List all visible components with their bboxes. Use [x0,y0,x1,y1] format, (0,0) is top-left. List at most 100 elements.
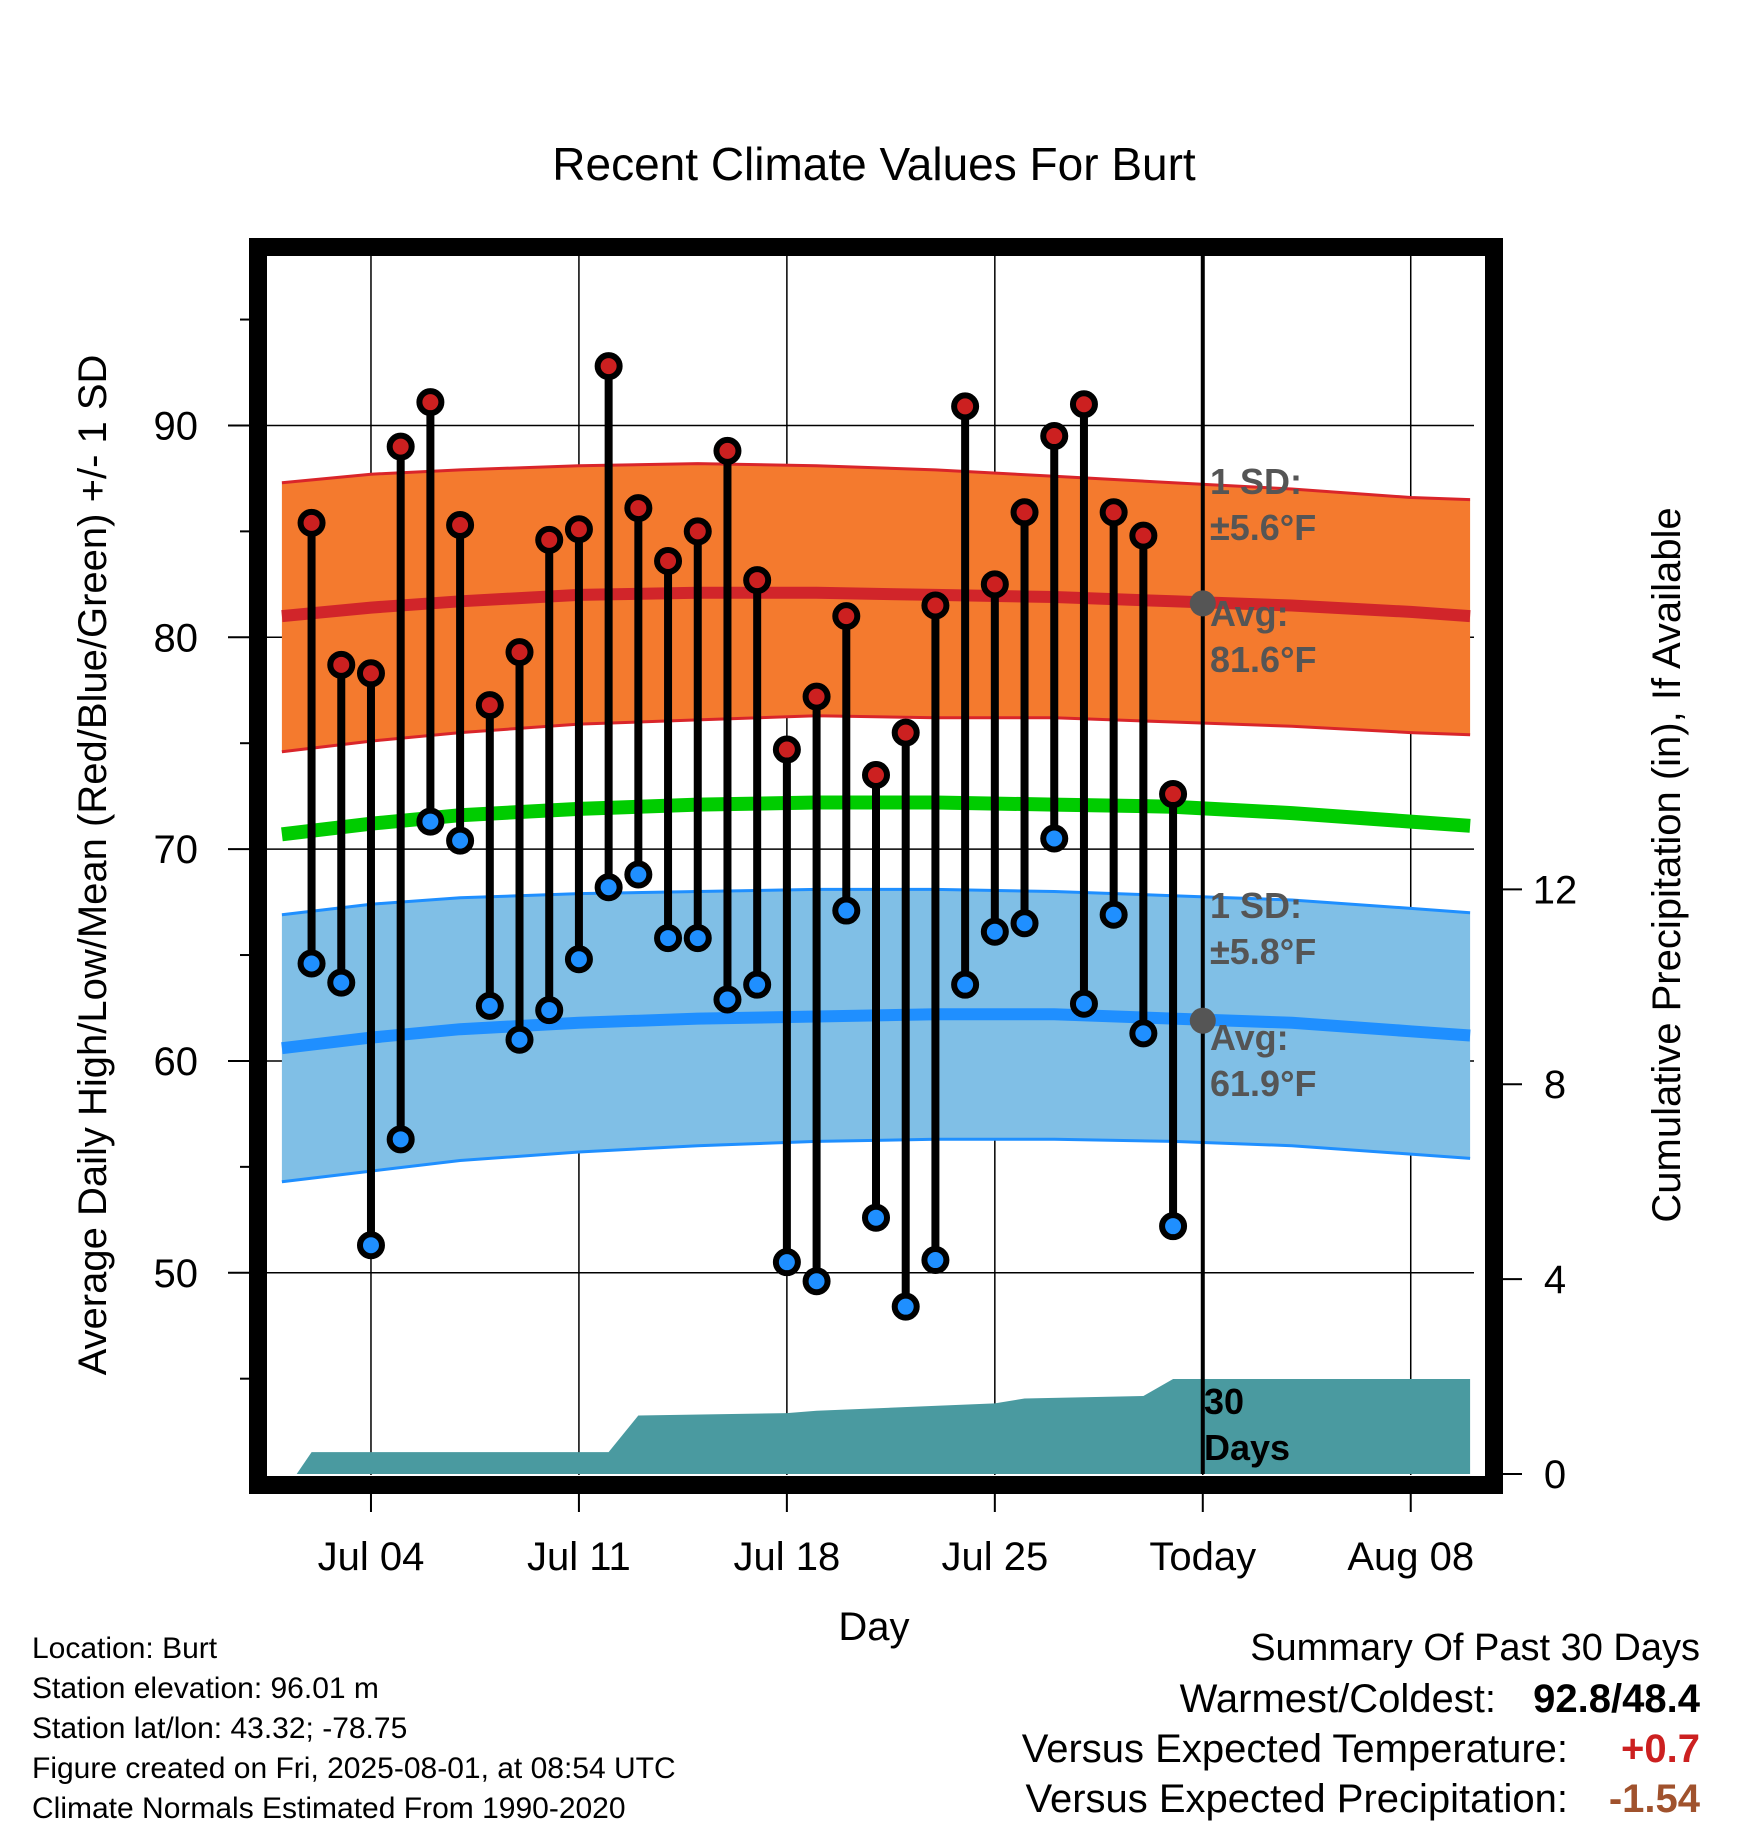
x-tick-label: Today [1149,1535,1256,1579]
observed-values [297,352,1188,1321]
low-point [356,1231,385,1260]
days-line2: Days [1204,1427,1290,1468]
summary-panel: Summary Of Past 30 Days Warmest/Coldest:… [1022,1627,1701,1821]
high-point [386,432,415,461]
low-point [654,924,683,953]
low-point [386,1125,415,1154]
high-point [475,691,504,720]
x-tick-label: Jul 18 [734,1535,841,1579]
y-axis-label: Average Daily High/Low/Mean (Red/Blue/Gr… [71,355,115,1376]
high-avg-marker [1189,590,1216,617]
high-point [951,392,980,421]
high-point [802,682,831,711]
x-tick-label: Jul 04 [318,1535,425,1579]
high-annotations: 1 SD: ±5.6°F Avg: 81.6°F [1210,461,1316,680]
low-point [1099,900,1128,929]
high-point [862,760,890,789]
high-point [891,718,920,747]
high-point [624,494,653,523]
low-point [1040,824,1069,853]
low-annotations: 1 SD: ±5.8°F Avg: 61.9°F [1210,885,1316,1104]
high-point [832,602,861,631]
low-point [446,826,475,855]
temp-vs-expected-label: Versus Expected Temperature: [1022,1727,1568,1771]
days-annotation: 30 Days [1204,1381,1290,1468]
today-line [1189,256,1216,1474]
low-point [594,873,623,902]
y-tick-label: 70 [154,828,199,872]
high-point [1040,422,1069,451]
plot-frame [249,238,1503,1494]
high-point [1010,498,1039,527]
y-tick-label: 60 [154,1040,199,1084]
plot-area [264,245,1474,1475]
low-avg-marker [1189,1007,1216,1034]
high-point [505,638,534,667]
high-point [921,591,950,620]
x-tick-label: Aug 08 [1347,1535,1474,1579]
high-point [1159,780,1188,809]
low-point [1129,1019,1158,1048]
high-point [743,566,772,595]
info-latlon: Station lat/lon: 43.32; -78.75 [32,1712,407,1745]
station-info: Location: Burt Station elevation: 96.01 … [32,1632,676,1825]
high-sd-line1: 1 SD: [1210,461,1302,502]
high-point [772,735,801,764]
y2-tick-label: 4 [1544,1258,1566,1302]
low-point [624,860,653,889]
high-point [416,388,445,417]
high-lower-edge [281,714,1471,754]
precipitation-fill [281,1379,1471,1474]
low-point [862,1203,890,1232]
high-point [356,659,385,688]
high-point [535,525,564,554]
info-created: Figure created on Fri, 2025-08-01, at 08… [32,1752,676,1785]
y-tick-label: 50 [154,1252,199,1296]
info-elevation: Station elevation: 96.01 m [32,1672,379,1705]
high-point [683,517,712,546]
high-upper-edge [281,462,1471,502]
high-point [654,547,683,576]
high-point [297,508,326,537]
low-point [713,985,742,1014]
x-axis-label: Day [838,1605,909,1649]
x-tick-label: Jul 25 [941,1535,1048,1579]
low-point [535,996,564,1025]
high-point [1129,521,1158,550]
low-point [832,896,861,925]
low-point [891,1292,920,1321]
x-tick-label: Jul 11 [527,1535,631,1579]
y-tick-label: 90 [154,404,199,448]
y2-tick-label: 0 [1544,1453,1566,1497]
low-avg-line2: 61.9°F [1210,1063,1316,1104]
high-point [446,511,475,540]
high-point [713,436,742,465]
chart-title: Recent Climate Values For Burt [552,138,1196,190]
y2-axis-label: Cumulative Precipitation (in), If Availa… [1645,507,1689,1222]
days-line1: 30 [1204,1381,1244,1422]
high-point [980,570,1009,599]
high-avg-line1: Avg: [1210,593,1289,634]
y2-tick-label: 8 [1544,1063,1566,1107]
low-point [772,1248,801,1277]
temp-vs-expected-value: +0.7 [1621,1727,1700,1771]
low-sd-line1: 1 SD: [1210,885,1302,926]
high-point [564,515,593,544]
axes: Jul 04 Jul 11 Jul 18 Jul 25 Today Aug 08 50 60 7… [154,318,1577,1579]
low-avg-line1: Avg: [1210,1017,1289,1058]
low-point [980,917,1009,946]
low-point [1159,1212,1188,1241]
low-point [743,970,772,999]
low-point [564,945,593,974]
precip-vs-expected-value: -1.54 [1609,1777,1701,1821]
precipitation-area [281,1379,1471,1474]
low-point [297,949,326,978]
high-point [594,352,623,381]
low-point [475,991,504,1020]
low-sd-line2: ±5.8°F [1210,931,1316,972]
low-point [921,1246,950,1275]
warm-cold-label: Warmest/Coldest: [1180,1677,1496,1721]
high-sd-line2: ±5.6°F [1210,507,1316,548]
high-point [327,650,356,679]
low-point [951,970,980,999]
